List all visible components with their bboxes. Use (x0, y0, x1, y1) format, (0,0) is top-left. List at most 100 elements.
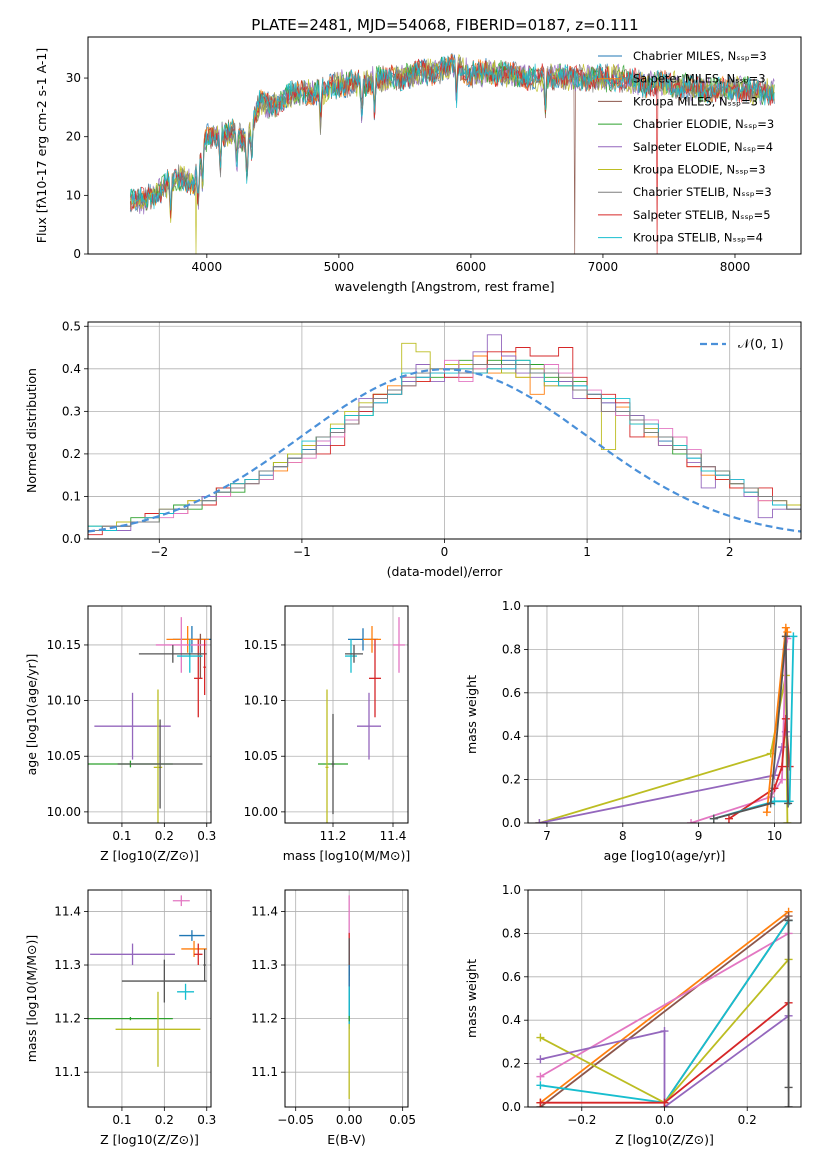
errorbar-point (138, 644, 207, 663)
y-axis-label: Flux [fλ10-17 erg cm-2 s-1 A-1] (34, 48, 49, 244)
legend-entry: Kroupa MILES, Nₛₛₚ=3 (633, 94, 758, 108)
y-axis-label: Normed distribution (24, 368, 39, 493)
axes-frame (284, 889, 409, 1108)
histogram-series (88, 347, 801, 539)
plot-area (318, 617, 405, 823)
x-tick-label: 9 (695, 829, 703, 843)
errorbar-point (194, 639, 203, 718)
x-axis-label: age [log10(age/yr)] (604, 848, 726, 863)
x-tick-label: 0.00 (336, 1113, 363, 1127)
x-tick-label: −0.2 (567, 1113, 596, 1127)
x-axis-label: Z [log10(Z/Z⊙)] (100, 848, 199, 863)
legend-entry: Salpeter STELIB, Nₛₛₚ=5 (633, 208, 771, 222)
axes-frame (527, 605, 802, 824)
y-tick-label: 10.10 (244, 694, 278, 708)
y-tick-label: 10.00 (47, 805, 81, 819)
errorbar-point (177, 639, 203, 673)
y-axis-label: mass weight (464, 959, 479, 1038)
y-tick-label: 10.15 (244, 638, 278, 652)
errorbar-point (115, 991, 201, 1067)
x-tick-label: 0.3 (197, 829, 216, 843)
plot-area (535, 623, 798, 823)
legend-entry: Kroupa ELODIE, Nₛₛₚ=3 (633, 163, 766, 177)
weight-series-marker (536, 1055, 545, 1064)
weight-series-marker (536, 1081, 545, 1090)
chart-residuals: 𝒩(0, 1) −2 −1 0 1 2 0.0 0.1 0.2 0.3 0.4 0.5 (data-mo… (24, 319, 802, 579)
weight-series-marker (778, 762, 787, 771)
weight-series-marker (784, 916, 793, 925)
errorbar-point (179, 930, 205, 941)
chart-mass_vs_Z: 0.1 0.2 0.3 11.1 11.2 11.3 11.4 Z [log10(Z/Z⊙)]… (24, 889, 216, 1147)
errorbar-point (325, 689, 329, 823)
y-tick-label: 11.4 (251, 904, 278, 918)
weight-series-marker (660, 1098, 669, 1107)
chart-spectrum: Chabrier MILES, Nₛₛₚ=3 Salpeter MILES, Nₛ… (34, 36, 802, 294)
y-tick-label: 0.0 (502, 1100, 521, 1114)
normal-reference-curve (88, 368, 801, 533)
y-tick-label: 0.2 (62, 447, 81, 461)
x-tick-label: 0.2 (155, 1113, 174, 1127)
weight-series-marker (781, 632, 790, 641)
x-tick-label: 0.05 (389, 1113, 416, 1127)
legend-entry: Chabrier MILES, Nₛₛₚ=3 (633, 49, 767, 63)
y-tick-label: 0 (73, 247, 81, 261)
weight-series-line (539, 915, 790, 1107)
chart-weight_vs_Z: −0.2 0.0 0.2 0.0 0.2 0.4 0.6 0.8 1.0 Z [log10(Z/Z… (464, 883, 802, 1147)
y-tick-label: 0.4 (502, 729, 521, 743)
y-tick-label: 0.8 (502, 926, 521, 940)
histogram-series (88, 364, 801, 539)
y-tick-label: 11.3 (251, 958, 278, 972)
legend-entry: Kroupa STELIB, Nₛₛₚ=4 (633, 231, 763, 245)
errorbar-point (369, 639, 381, 718)
plot-area (88, 895, 207, 1067)
y-tick-label: 10.15 (47, 638, 81, 652)
errorbar-point (203, 639, 206, 696)
y-tick-label: 11.1 (54, 1065, 81, 1079)
y-tick-label: 11.2 (251, 1012, 278, 1026)
weight-series-marker (784, 799, 793, 808)
y-tick-label: 0.3 (62, 404, 81, 418)
y-tick-label: 0.5 (62, 319, 81, 333)
x-tick-label: 7 (543, 829, 551, 843)
x-tick-label: 1 (583, 545, 591, 559)
x-axis-label: Z [log10(Z/Z⊙)] (615, 1132, 714, 1147)
x-tick-label: 11.2 (320, 829, 347, 843)
x-tick-label: 10 (767, 829, 782, 843)
x-tick-label: −0.05 (277, 1113, 314, 1127)
axes-frame (87, 605, 212, 824)
chart-age_vs_mass: 11.2 11.4 10.00 10.05 10.10 10.15 mass [log10(… (244, 605, 410, 863)
errorbar-point (194, 943, 203, 966)
x-tick-label: −1 (293, 545, 311, 559)
weight-series-marker (709, 814, 718, 823)
x-tick-label: 0.1 (112, 1113, 131, 1127)
y-tick-label: 10 (66, 188, 81, 202)
weight-series-marker (535, 819, 544, 823)
axes-frame (87, 889, 212, 1108)
y-tick-label: 0.4 (62, 362, 81, 376)
y-tick-label: 0.0 (62, 532, 81, 546)
y-tick-label: 1.0 (502, 599, 521, 613)
x-tick-label: 0 (441, 545, 449, 559)
errorbar-point (177, 983, 195, 1000)
errorbar-point (203, 948, 206, 982)
chart-weight_vs_age: 7 8 9 10 0.0 0.2 0.4 0.6 0.8 1.0 age [log10(age/yr… (464, 599, 802, 863)
x-tick-label: 8000 (720, 260, 751, 274)
axes-frame (87, 36, 802, 255)
chart-age_vs_Z: 0.1 0.2 0.3 10.00 10.05 10.10 10.15 Z [log10(Z/… (24, 605, 216, 863)
y-tick-label: 10.10 (47, 694, 81, 708)
weight-series-marker (762, 808, 771, 817)
errorbar-point (117, 719, 203, 809)
weight-series-line (540, 1015, 790, 1107)
weight-series-marker (783, 819, 792, 823)
weight-series-line (539, 932, 790, 1078)
y-tick-label: 0.4 (502, 1013, 521, 1027)
legend-entry: Chabrier ELODIE, Nₛₛₚ=3 (633, 117, 774, 131)
legend-entry: Chabrier STELIB, Nₛₛₚ=3 (633, 185, 772, 199)
weight-series-marker (784, 1103, 793, 1107)
plot-area (88, 334, 801, 539)
x-axis-label: wavelength [Angstrom, rest frame] (334, 279, 554, 294)
y-tick-label: 11.4 (54, 904, 81, 918)
y-tick-label: 10.00 (244, 805, 278, 819)
weight-series-line (713, 636, 789, 820)
